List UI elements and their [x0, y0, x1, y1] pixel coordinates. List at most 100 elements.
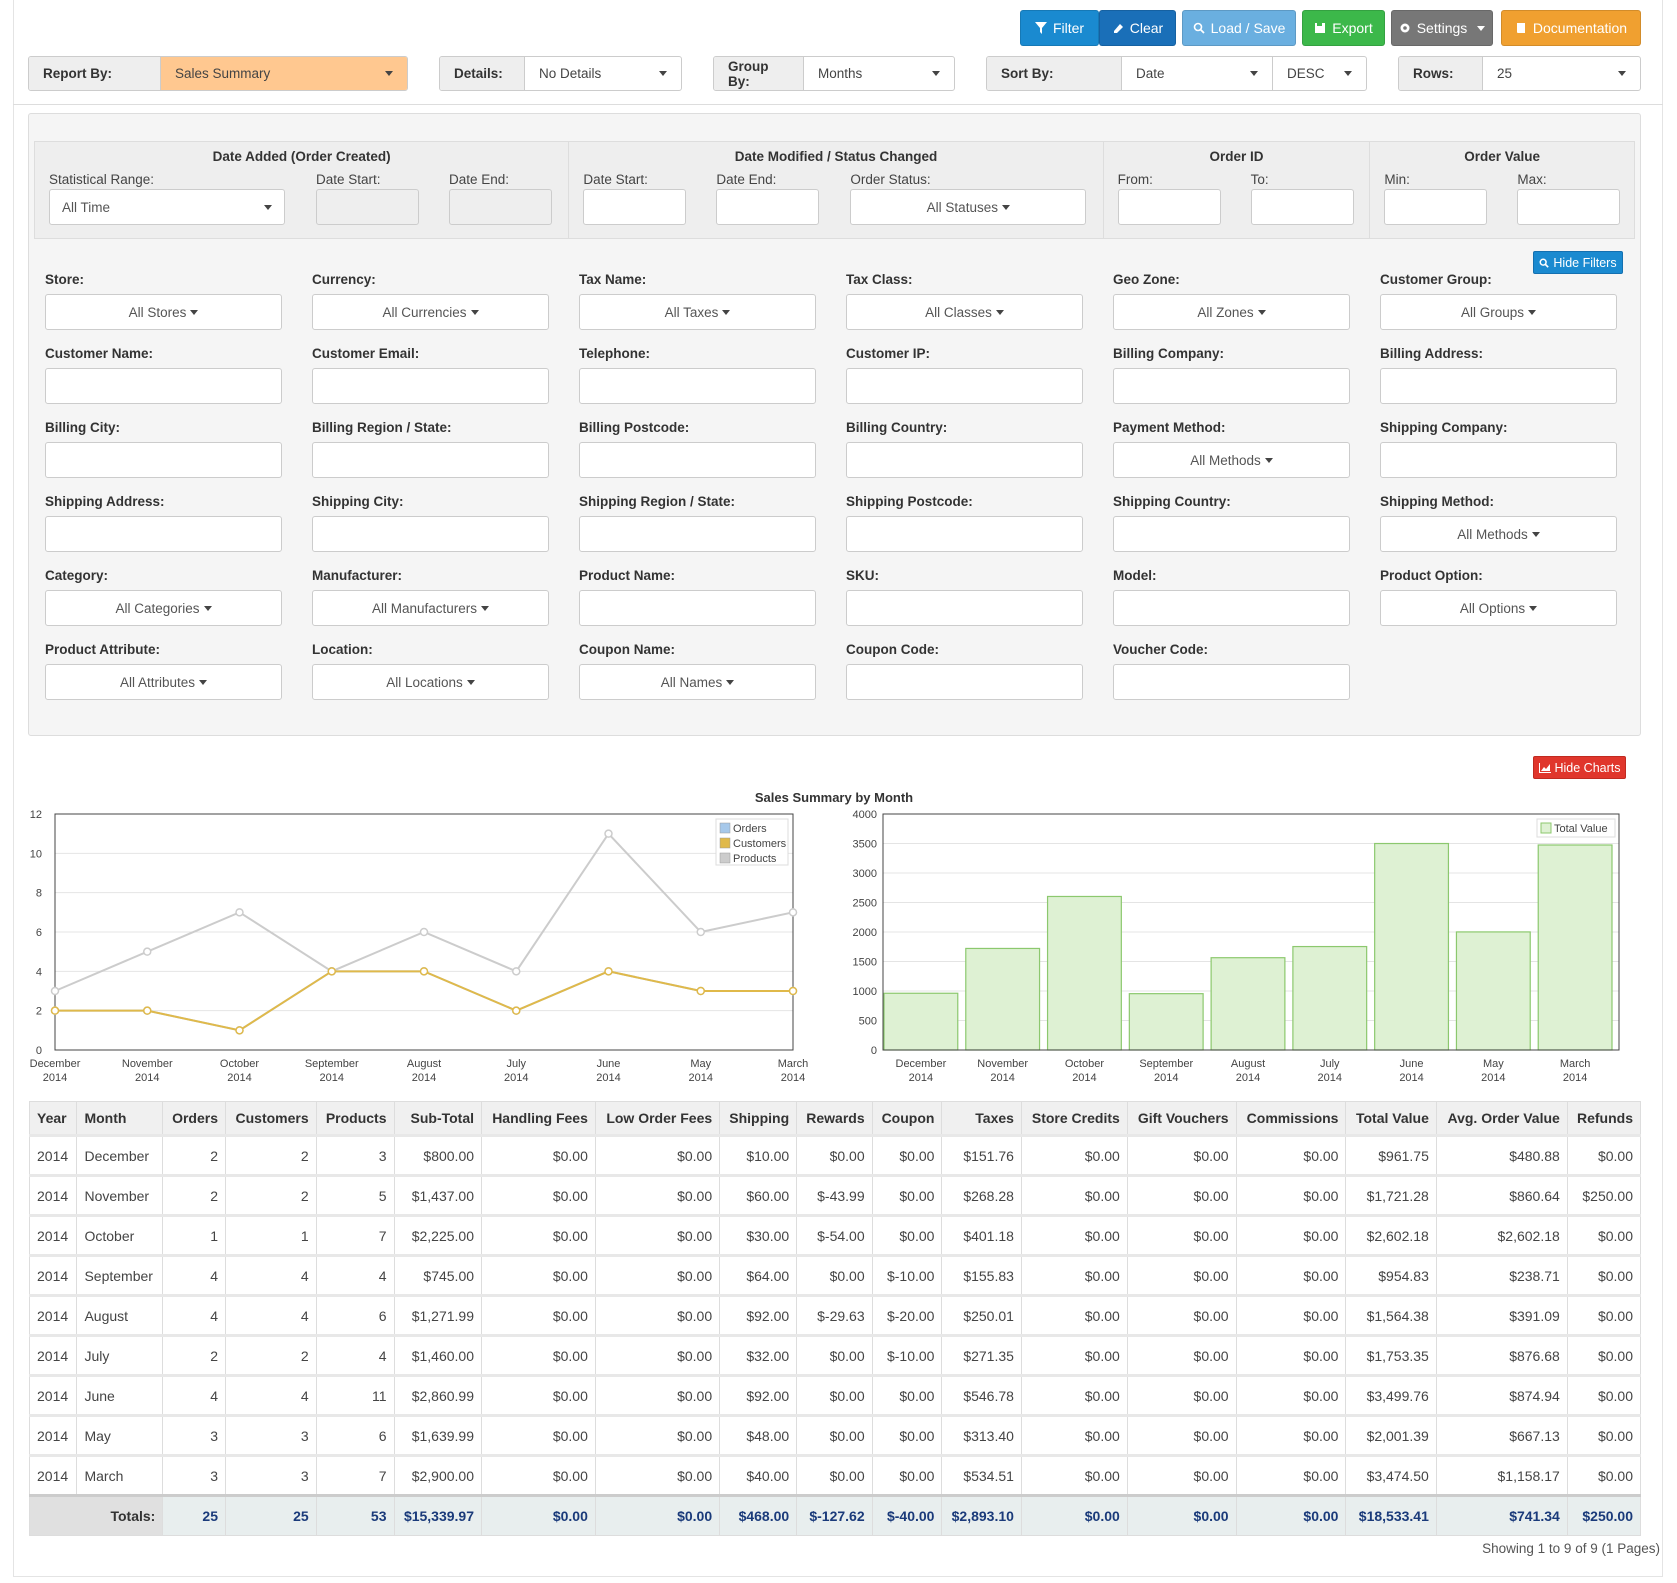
column-header-year[interactable]: Year [28, 1101, 78, 1136]
location-select[interactable]: All Locations [312, 664, 549, 700]
column-header-avg-order-value[interactable]: Avg. Order Value [1435, 1101, 1568, 1136]
voucher-code-input[interactable] [1113, 664, 1350, 700]
column-header-orders[interactable]: Orders [162, 1101, 226, 1136]
billing-postcode-input[interactable] [579, 442, 816, 478]
column-header-refunds[interactable]: Refunds [1566, 1101, 1642, 1136]
product-option-select[interactable]: All Options [1380, 590, 1617, 626]
column-header-shipping[interactable]: Shipping [719, 1101, 798, 1136]
load-save-button[interactable]: Load / Save [1182, 10, 1296, 46]
column-header-coupon[interactable]: Coupon [871, 1101, 943, 1136]
column-header-month[interactable]: Month [76, 1101, 164, 1136]
report-by-select[interactable]: Report By: Sales Summary [28, 56, 408, 91]
store-select[interactable]: All Stores [45, 294, 282, 330]
telephone-input[interactable] [579, 368, 816, 404]
export-button[interactable]: Export [1302, 10, 1385, 46]
column-header-products[interactable]: Products [315, 1101, 395, 1136]
order-value-min-input[interactable] [1384, 189, 1488, 225]
currency-select[interactable]: All Currencies [312, 294, 549, 330]
column-header-store-credits[interactable]: Store Credits [1020, 1101, 1128, 1136]
sort-direction-select[interactable]: DESC [1273, 57, 1366, 90]
shipping-address-input[interactable] [45, 516, 282, 552]
cell-products: 11 [315, 1374, 395, 1416]
cell-total-value: $2,001.39 [1345, 1414, 1437, 1456]
cell-low-order-fees: $0.00 [594, 1294, 721, 1336]
payment-method-select[interactable]: All Methods [1113, 442, 1350, 478]
column-header-handling-fees[interactable]: Handling Fees [481, 1101, 596, 1136]
billing-city-input[interactable] [45, 442, 282, 478]
filter-label-billing-address: Billing Address: [1380, 346, 1484, 361]
model-input[interactable] [1113, 590, 1350, 626]
cell-taxes: $546.78 [941, 1374, 1022, 1416]
details-select[interactable]: Details: No Details [439, 56, 682, 91]
customer-group-select[interactable]: All Groups [1380, 294, 1617, 330]
order-id-to-input[interactable] [1250, 189, 1354, 225]
tax-name-select[interactable]: All Taxes [579, 294, 816, 330]
order-id-from-input[interactable] [1117, 189, 1221, 225]
cell-store-credits: $0.00 [1020, 1134, 1128, 1176]
cell-products: 4 [315, 1254, 395, 1296]
order-status-select[interactable]: All Statuses [850, 189, 1087, 225]
customer-ip-input[interactable] [846, 368, 1083, 404]
group-by-select[interactable]: Group By: Months [713, 56, 955, 91]
product-attribute-select[interactable]: All Attributes [45, 664, 282, 700]
filter-label-model: Model: [1113, 568, 1157, 583]
cell-coupon: $0.00 [871, 1454, 943, 1496]
billing-region-state-input[interactable] [312, 442, 549, 478]
filter-label-product-attribute: Product Attribute: [45, 642, 160, 657]
chevron-down-icon [264, 204, 272, 210]
column-header-gift-vouchers[interactable]: Gift Vouchers [1126, 1101, 1237, 1136]
statistical-range-select[interactable]: All Time [49, 189, 285, 225]
shipping-city-input[interactable] [312, 516, 549, 552]
settings-button[interactable]: Settings [1391, 10, 1493, 46]
rows-select[interactable]: Rows: 25 [1398, 56, 1641, 91]
date-modified-start-input[interactable] [583, 189, 687, 225]
coupon-name-select[interactable]: All Names [579, 664, 816, 700]
column-header-low-order-fees[interactable]: Low Order Fees [594, 1101, 721, 1136]
cell-coupon: $0.00 [871, 1214, 943, 1256]
cell-orders: 4 [162, 1254, 226, 1296]
cell-year: 2014 [28, 1334, 78, 1376]
manufacturer-select[interactable]: All Manufacturers [312, 590, 549, 626]
shipping-postcode-input[interactable] [846, 516, 1083, 552]
column-header-commissions[interactable]: Commissions [1235, 1101, 1347, 1136]
cell-avg-order-value: $480.88 [1435, 1134, 1568, 1176]
column-header-total-value[interactable]: Total Value [1345, 1101, 1437, 1136]
report-table: Year Month Orders Customers Products Sub-Tota… [28, 1101, 1642, 1536]
shipping-country-input[interactable] [1113, 516, 1350, 552]
billing-country-input[interactable] [846, 442, 1083, 478]
cell-low-order-fees: $0.00 [594, 1334, 721, 1376]
total-low-order-fees: $0.00 [594, 1494, 721, 1536]
cell-year: 2014 [28, 1374, 78, 1416]
customer-email-input[interactable] [312, 368, 549, 404]
date-added-end-input[interactable] [449, 189, 552, 225]
product-name-input[interactable] [579, 590, 816, 626]
clear-button[interactable]: Clear [1099, 10, 1176, 46]
tax-class-select[interactable]: All Classes [846, 294, 1083, 330]
billing-address-input[interactable] [1380, 368, 1617, 404]
coupon-code-input[interactable] [846, 664, 1083, 700]
hide-charts-button[interactable]: Hide Charts [1533, 756, 1626, 779]
filter-button[interactable]: Filter [1020, 10, 1099, 46]
date-added-start-input[interactable] [316, 189, 419, 225]
geo-zone-select[interactable]: All Zones [1113, 294, 1350, 330]
billing-company-input[interactable] [1113, 368, 1350, 404]
documentation-button[interactable]: Documentation [1501, 10, 1641, 46]
column-header-rewards[interactable]: Rewards [796, 1101, 873, 1136]
category-select[interactable]: All Categories [45, 590, 282, 626]
filter-icon [1034, 22, 1047, 34]
filter-label-shipping-address: Shipping Address: [45, 494, 165, 509]
cell-low-order-fees: $0.00 [594, 1174, 721, 1216]
date-modified-end-input[interactable] [716, 189, 820, 225]
cell-customers: 2 [225, 1174, 317, 1216]
order-value-max-input[interactable] [1517, 189, 1621, 225]
sort-by-select[interactable]: Sort By: Date DESC [986, 56, 1367, 91]
column-header-sub-total[interactable]: Sub-Total [393, 1101, 483, 1136]
column-header-taxes[interactable]: Taxes [941, 1101, 1022, 1136]
shipping-company-input[interactable] [1380, 442, 1617, 478]
hide-filters-button[interactable]: Hide Filters [1533, 251, 1623, 274]
column-header-customers[interactable]: Customers [225, 1101, 317, 1136]
shipping-method-select[interactable]: All Methods [1380, 516, 1617, 552]
sku-input[interactable] [846, 590, 1083, 626]
customer-name-input[interactable] [45, 368, 282, 404]
shipping-region-state-input[interactable] [579, 516, 816, 552]
